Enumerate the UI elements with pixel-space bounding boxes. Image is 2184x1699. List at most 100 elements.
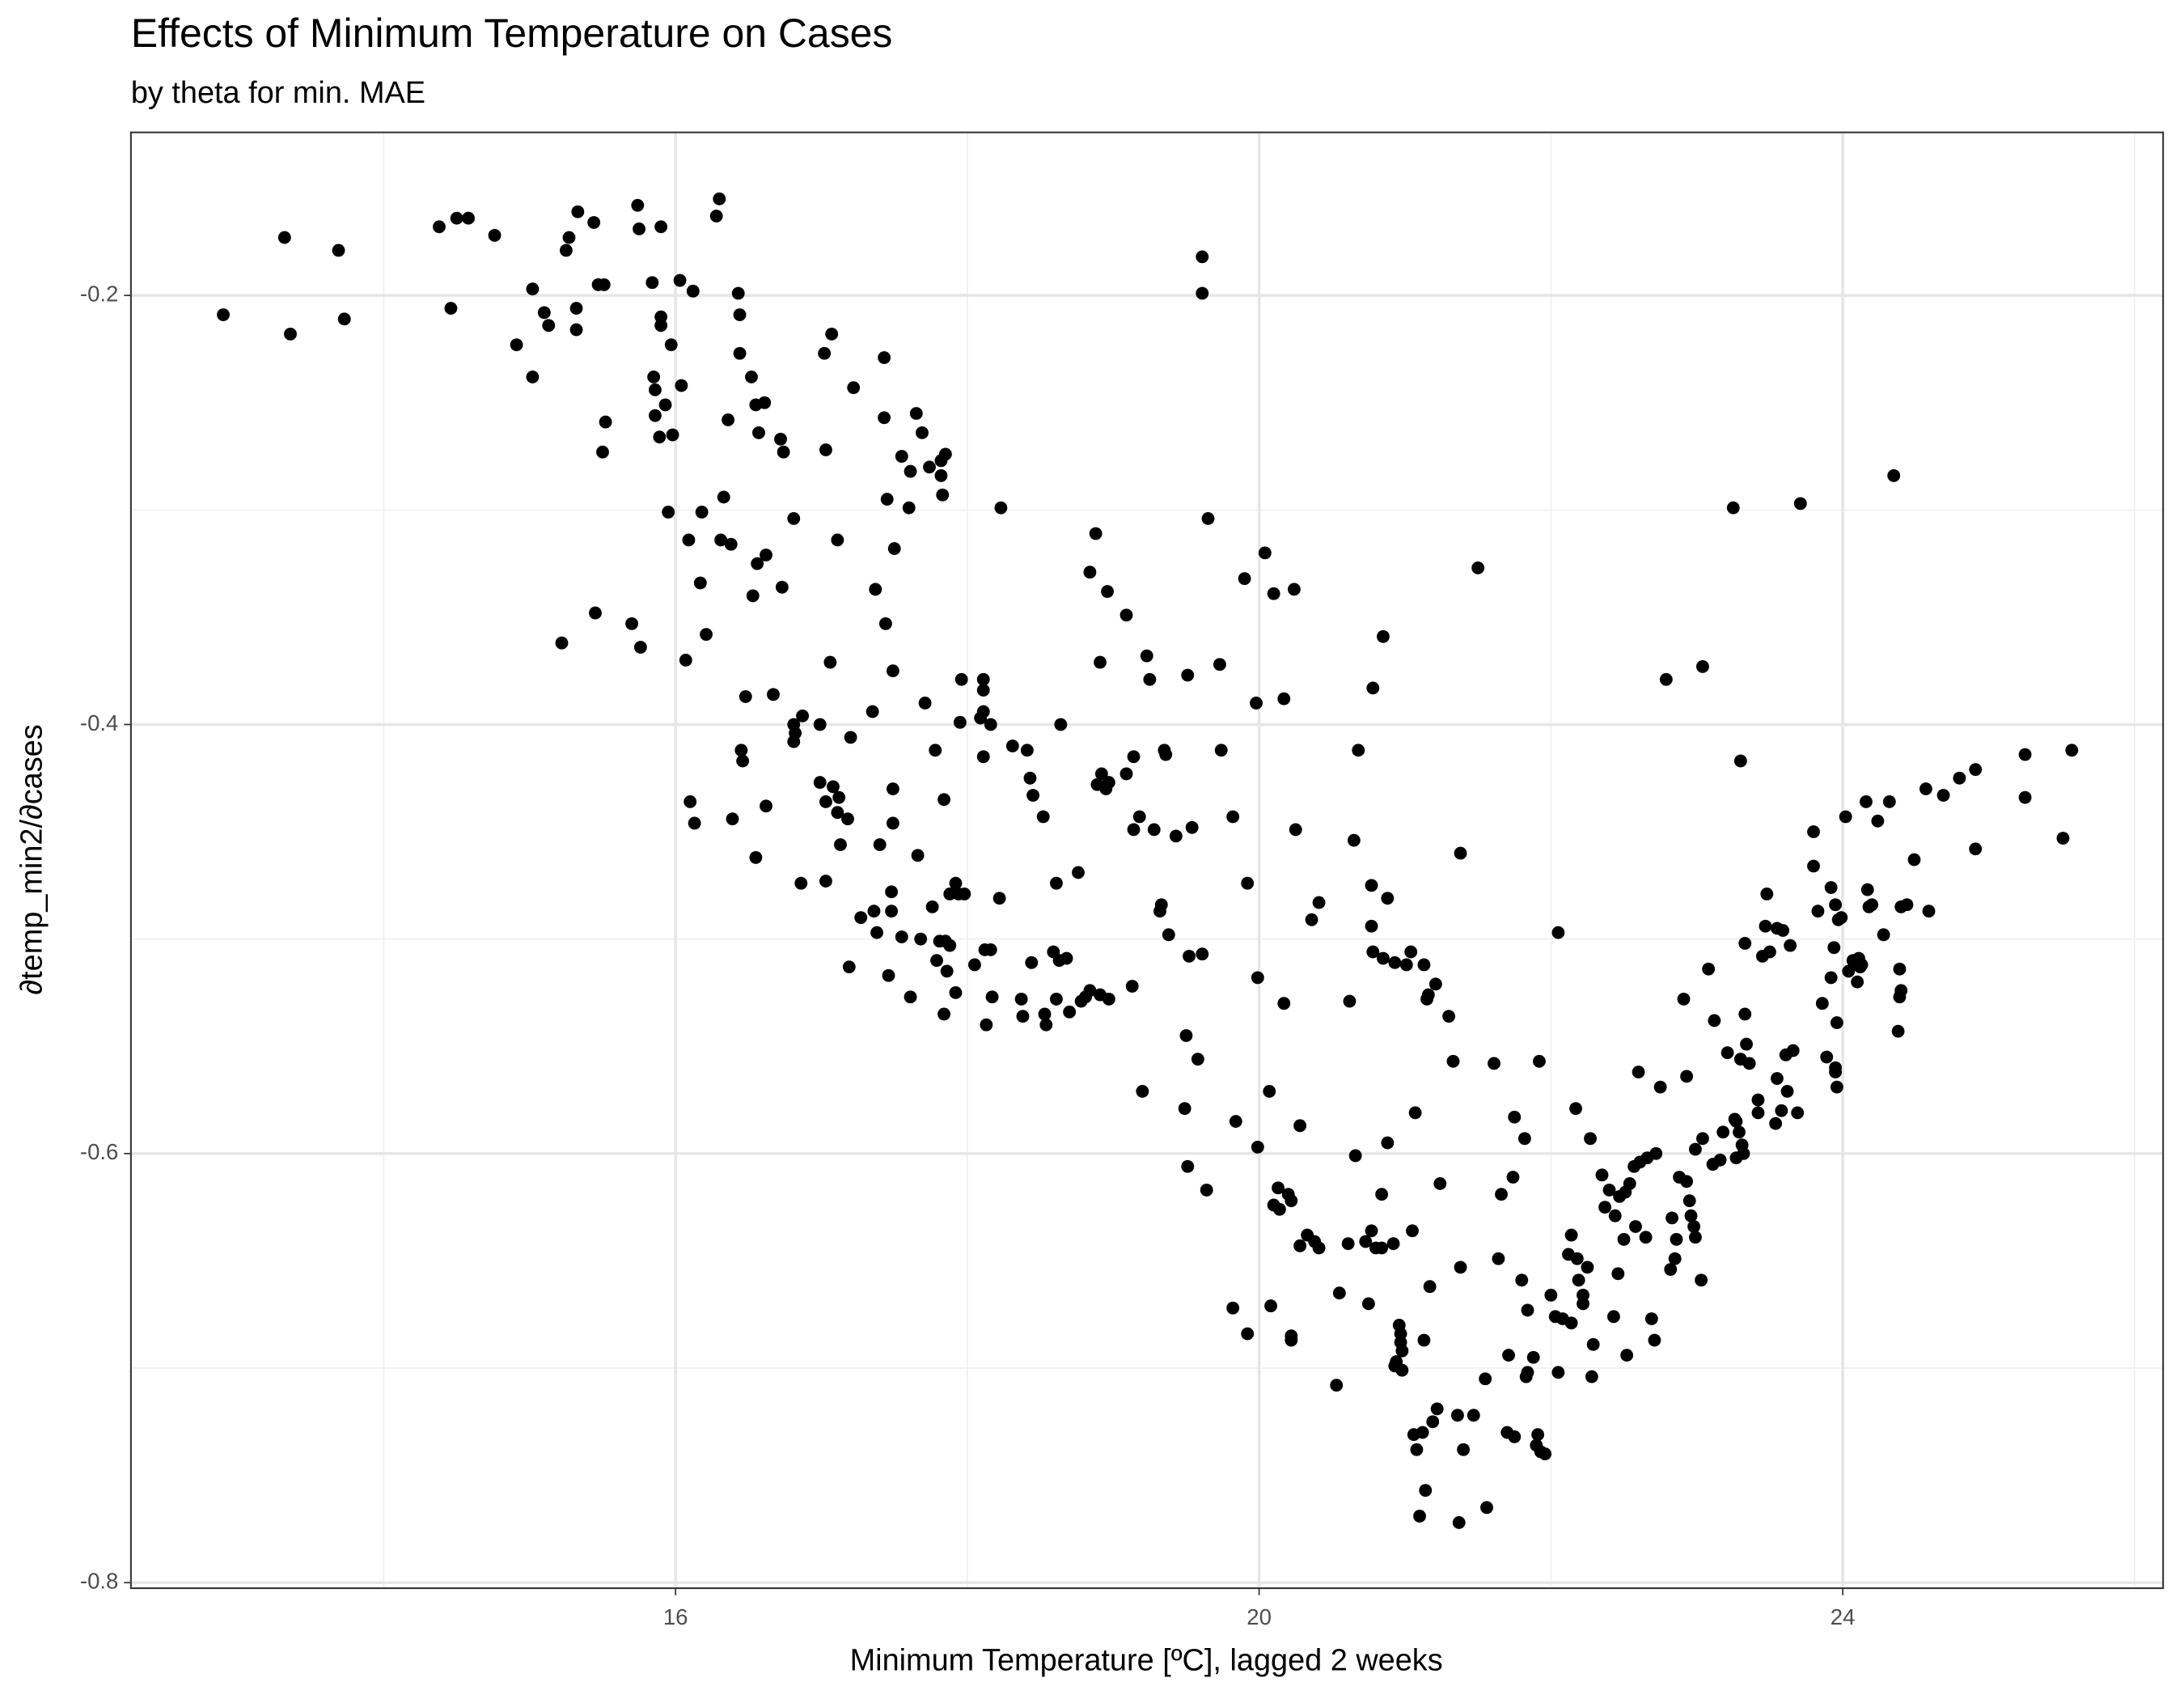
data-point bbox=[984, 718, 997, 731]
data-point bbox=[1551, 1366, 1565, 1379]
data-point bbox=[1893, 962, 1907, 976]
data-point bbox=[1531, 1428, 1545, 1442]
data-point bbox=[688, 816, 701, 830]
data-point bbox=[1140, 649, 1153, 663]
y-tick-label: -0.8 bbox=[80, 1568, 118, 1593]
data-point bbox=[1716, 1125, 1730, 1139]
y-tick-label: -0.4 bbox=[80, 710, 118, 735]
data-point bbox=[1584, 1132, 1597, 1146]
data-point bbox=[943, 938, 957, 952]
data-point bbox=[693, 576, 707, 590]
data-point bbox=[943, 888, 957, 900]
data-point bbox=[1442, 1010, 1456, 1023]
data-point bbox=[625, 616, 638, 630]
data-point bbox=[724, 537, 738, 551]
data-point bbox=[1127, 750, 1141, 764]
data-point bbox=[1361, 1297, 1375, 1311]
data-point bbox=[726, 812, 739, 826]
data-point bbox=[1132, 810, 1146, 824]
data-point bbox=[827, 780, 840, 794]
data-point bbox=[984, 943, 997, 956]
data-point bbox=[1820, 1050, 1834, 1064]
data-point bbox=[1365, 919, 1378, 933]
data-point bbox=[1585, 1370, 1598, 1383]
data-point bbox=[1147, 823, 1161, 837]
data-point bbox=[1381, 1136, 1395, 1150]
data-point bbox=[823, 655, 837, 669]
data-point bbox=[633, 222, 645, 235]
data-point bbox=[562, 231, 576, 244]
data-point bbox=[882, 968, 895, 982]
data-point bbox=[1452, 1515, 1466, 1529]
data-point bbox=[1775, 1104, 1788, 1117]
data-point bbox=[1417, 958, 1431, 972]
data-point bbox=[895, 450, 908, 463]
data-point bbox=[589, 606, 602, 620]
data-point bbox=[1666, 1211, 1678, 1225]
data-point bbox=[332, 244, 345, 257]
data-point bbox=[751, 557, 764, 570]
data-point bbox=[1375, 1241, 1389, 1255]
data-point bbox=[878, 616, 892, 630]
data-point bbox=[929, 744, 942, 757]
data-point bbox=[869, 583, 882, 596]
data-point bbox=[1835, 911, 1848, 925]
data-point bbox=[1049, 992, 1063, 1006]
data-point bbox=[1375, 1188, 1389, 1201]
data-point bbox=[1784, 938, 1797, 952]
data-point bbox=[831, 806, 844, 820]
data-point bbox=[1533, 1054, 1546, 1068]
data-point bbox=[938, 447, 952, 461]
data-point bbox=[510, 338, 523, 352]
data-point bbox=[433, 220, 446, 234]
data-point bbox=[886, 664, 899, 678]
data-point bbox=[1602, 1183, 1616, 1197]
data-point bbox=[1229, 1115, 1242, 1128]
data-point bbox=[1922, 905, 1936, 918]
data-point bbox=[1377, 629, 1390, 643]
data-point bbox=[1763, 945, 1776, 959]
data-point bbox=[887, 542, 901, 555]
data-point bbox=[813, 718, 827, 731]
data-point bbox=[1196, 250, 1209, 264]
y-tick-label: -0.6 bbox=[80, 1139, 118, 1164]
data-point bbox=[749, 850, 763, 864]
data-point bbox=[1480, 1501, 1493, 1515]
data-point bbox=[1136, 1085, 1149, 1098]
data-point bbox=[1154, 898, 1168, 912]
data-point bbox=[1312, 896, 1326, 909]
data-point bbox=[1127, 823, 1141, 837]
data-point bbox=[1330, 1379, 1344, 1392]
data-point bbox=[1639, 1231, 1653, 1244]
data-point bbox=[1120, 608, 1133, 622]
data-point bbox=[1780, 1085, 1794, 1098]
data-point bbox=[1094, 655, 1107, 669]
data-point bbox=[695, 506, 709, 519]
data-point bbox=[1733, 754, 1747, 768]
data-point bbox=[1479, 1372, 1492, 1386]
data-point bbox=[1508, 1110, 1522, 1124]
data-point bbox=[1467, 1409, 1480, 1422]
data-point bbox=[1586, 1337, 1600, 1351]
data-point bbox=[1213, 658, 1226, 672]
data-point bbox=[930, 954, 943, 968]
data-point bbox=[1457, 1443, 1471, 1456]
data-point bbox=[1181, 1159, 1195, 1173]
data-point bbox=[1277, 997, 1291, 1011]
data-point bbox=[1882, 795, 1896, 808]
data-point bbox=[1664, 1263, 1678, 1276]
data-point bbox=[1054, 718, 1068, 731]
data-point bbox=[1016, 1010, 1030, 1023]
data-point bbox=[2056, 832, 2070, 845]
data-point bbox=[1083, 566, 1097, 579]
data-point bbox=[1287, 583, 1301, 596]
data-point bbox=[1417, 1333, 1431, 1347]
data-point bbox=[1598, 1201, 1612, 1214]
data-point bbox=[1238, 572, 1251, 586]
data-point bbox=[597, 278, 611, 291]
data-point bbox=[854, 911, 868, 925]
data-point bbox=[1226, 810, 1240, 824]
data-point bbox=[760, 799, 772, 813]
data-point bbox=[648, 383, 662, 396]
